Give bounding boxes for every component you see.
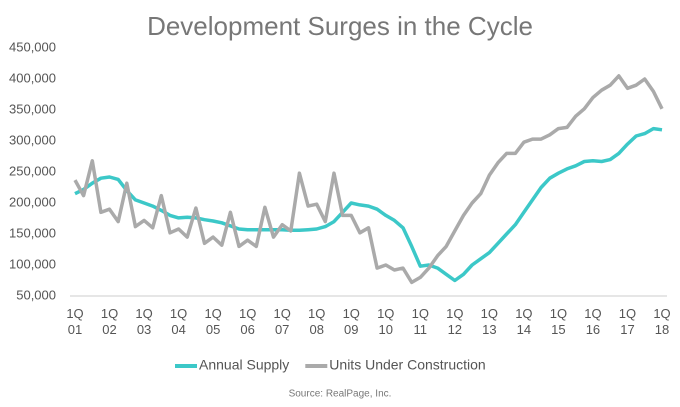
series-line [73, 74, 664, 285]
x-tick-label: 1Q 11 [412, 306, 429, 337]
x-tick-label: 1Q 01 [66, 306, 83, 337]
x-tick-label: 1Q 03 [135, 306, 152, 337]
x-tick-label: 1Q 06 [239, 306, 256, 337]
series-line [74, 126, 663, 283]
source: Source: RealPage, Inc. [289, 389, 392, 400]
x-tick-label: 1Q 13 [481, 306, 498, 337]
x-tick-label: 1Q 18 [653, 306, 670, 337]
legend-label: Annual Supply [199, 357, 289, 373]
x-tick-label: 1Q 14 [515, 306, 532, 337]
y-tick-label: 250,000 [9, 163, 56, 178]
y-tick-label: 50,000 [16, 287, 56, 302]
y-tick-label: 300,000 [9, 132, 56, 147]
y-tick-label: 450,000 [9, 39, 56, 54]
x-tick-label: 1Q 05 [204, 306, 221, 337]
x-tick-label: 1Q 15 [550, 306, 567, 337]
y-tick-label: 150,000 [9, 225, 56, 240]
y-tick-label: 200,000 [9, 194, 56, 209]
y-tick-label: 350,000 [9, 101, 56, 116]
x-tick-label: 1Q 08 [308, 306, 325, 337]
x-tick-label: 1Q 04 [170, 306, 187, 337]
x-tick-label: 1Q 16 [584, 306, 601, 337]
y-tick-label: 400,000 [9, 70, 56, 85]
y-tick-label: 100,000 [9, 256, 56, 271]
x-tick-label: 1Q 02 [101, 306, 118, 337]
x-tick-label: 1Q 09 [343, 306, 360, 337]
x-tick-label: 1Q 10 [377, 306, 394, 337]
x-tick-label: 1Q 07 [274, 306, 291, 337]
chart-title: Development Surges in the Cycle [147, 11, 533, 41]
legend-label: Units Under Construction [329, 357, 485, 373]
x-tick-label: 1Q 12 [446, 306, 463, 337]
x-tick-label: 1Q 17 [619, 306, 636, 337]
